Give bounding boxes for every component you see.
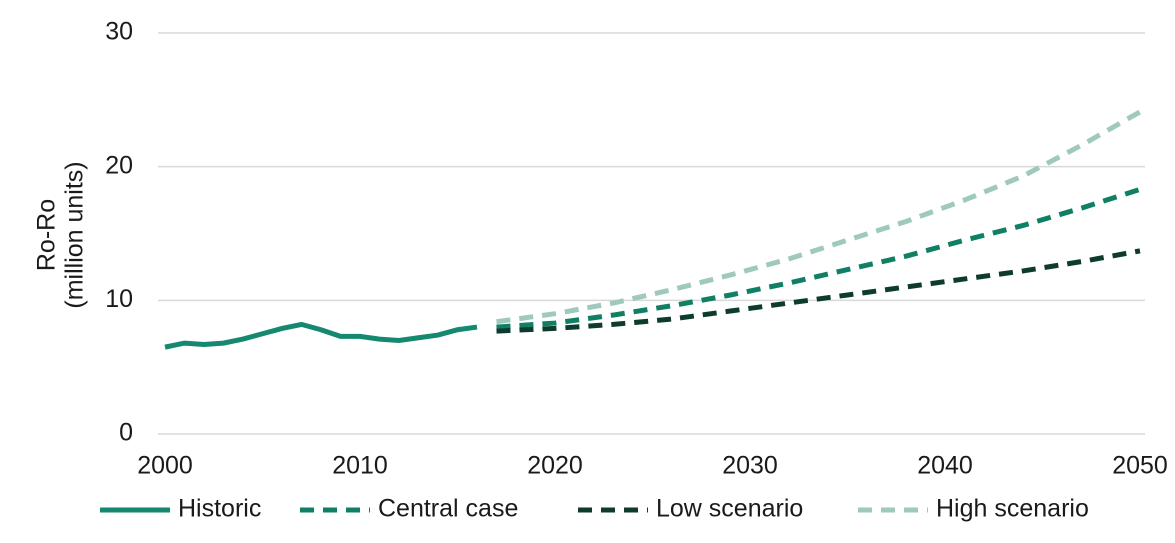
x-tick-label: 2050 bbox=[1112, 452, 1168, 480]
y-axis-label: (million units) bbox=[61, 161, 89, 308]
y-tick-label: 30 bbox=[105, 18, 133, 46]
x-tick-label: 2010 bbox=[332, 452, 388, 480]
series-line bbox=[496, 187, 1141, 330]
series-line bbox=[496, 248, 1141, 334]
y-tick-label: 10 bbox=[105, 285, 133, 313]
x-tick-label: 2030 bbox=[722, 452, 778, 480]
x-tick-label: 2000 bbox=[137, 452, 193, 480]
series-line bbox=[164, 321, 478, 350]
legend-label: High scenario bbox=[936, 495, 1089, 523]
y-axis-label: Ro-Ro bbox=[33, 199, 61, 271]
legend-label: Historic bbox=[178, 495, 261, 523]
x-tick-label: 2040 bbox=[917, 452, 973, 480]
legend-label: Low scenario bbox=[656, 495, 803, 523]
x-tick-label: 2020 bbox=[527, 452, 583, 480]
y-tick-label: 20 bbox=[105, 151, 133, 179]
y-tick-label: 0 bbox=[119, 419, 133, 447]
series-line bbox=[496, 109, 1142, 325]
legend-label: Central case bbox=[378, 495, 518, 523]
